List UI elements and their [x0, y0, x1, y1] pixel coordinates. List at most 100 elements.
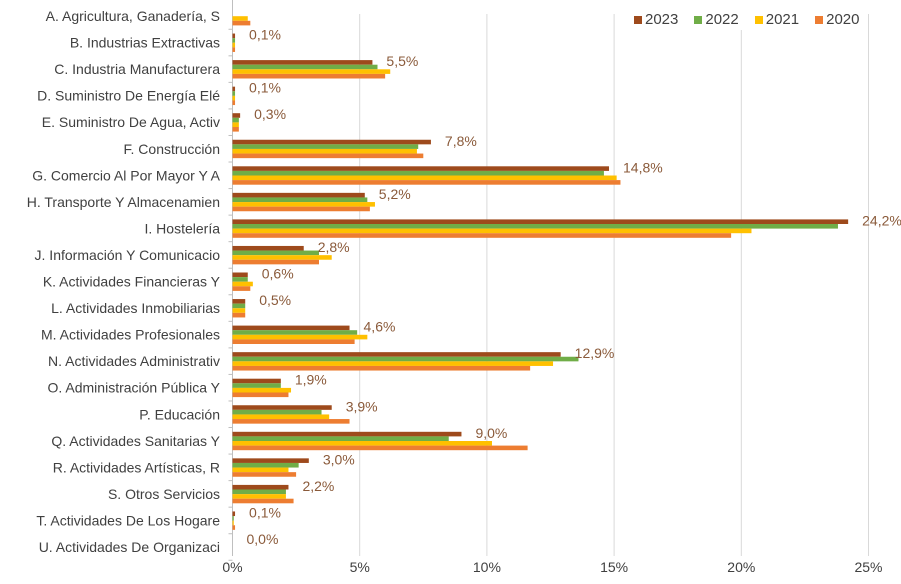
category-label: M. Actividades Profesionales [41, 327, 220, 343]
bar-2020 [232, 100, 236, 106]
bar-2023 [232, 458, 309, 463]
data-label: 0,0% [247, 531, 279, 547]
data-label: 7,8% [445, 133, 477, 149]
bar-2021 [232, 520, 234, 526]
category-label: T. Actividades De Los Hogare [36, 512, 220, 528]
bar-2022 [232, 489, 286, 495]
x-tick-label: 5% [350, 559, 370, 575]
category-label: C. Industria Manufacturera [54, 61, 220, 77]
category-label: U. Actividades De Organizaci [39, 539, 220, 555]
x-tick-label: 0% [222, 559, 242, 575]
bar-2022 [232, 383, 281, 388]
data-label: 14,8% [623, 159, 663, 175]
bar-2020 [232, 180, 621, 185]
data-label: 4,6% [364, 319, 396, 335]
data-label: 2,2% [302, 478, 334, 494]
bar-2020 [232, 312, 246, 318]
category-label: H. Transporte Y Almacenamien [27, 194, 220, 210]
bar-2023 [232, 272, 248, 278]
bar-2023 [232, 33, 236, 39]
bar-2020 [232, 20, 251, 26]
bar-2020 [232, 498, 294, 504]
category-label: K. Actividades Financieras Y [43, 274, 221, 290]
bar-2021 [232, 95, 236, 101]
category-label: B. Industrias Extractivas [70, 35, 220, 51]
data-label: 3,0% [323, 451, 355, 467]
bar-2020 [232, 525, 236, 530]
x-tick-label: 15% [600, 559, 628, 575]
bar-2023 [232, 299, 246, 304]
category-label: A. Agricultura, Ganadería, S [46, 8, 220, 24]
data-label: 1,9% [295, 372, 327, 388]
bar-2021 [232, 122, 239, 127]
category-label: R. Actividades Artísticas, R [53, 459, 220, 475]
category-label: L. Actividades Inmobiliarias [51, 300, 220, 316]
data-label: 0,6% [262, 266, 294, 282]
legend: 2023 2022 2021 2020 [630, 9, 864, 30]
bar-2022 [232, 224, 838, 229]
bar-2023 [232, 352, 561, 357]
data-label: 0,3% [254, 106, 286, 122]
bar-2021 [232, 494, 286, 499]
bar-2022 [232, 197, 368, 203]
bar-2022 [232, 250, 319, 256]
bar-2023 [232, 431, 462, 437]
data-label: 12,9% [575, 345, 615, 361]
bar-2022 [232, 436, 449, 441]
bar-2023 [232, 511, 236, 517]
bar-2023 [232, 86, 236, 92]
data-label: 5,2% [379, 186, 411, 202]
legend-item-2020: 2020 [815, 11, 860, 28]
bar-2021 [232, 361, 554, 366]
bar-2021 [232, 281, 253, 287]
category-label: I. Hostelería [145, 220, 221, 236]
bar-2020 [232, 286, 251, 291]
bar-2020 [232, 206, 370, 212]
bar-2021 [232, 414, 330, 420]
data-label: 3,9% [346, 398, 378, 414]
bar-2023 [232, 60, 373, 65]
category-label: O. Administración Pública Y [48, 380, 221, 396]
bar-2022 [232, 356, 579, 362]
legend-label: 2023 [645, 11, 679, 28]
bar-2021 [232, 16, 248, 21]
bar-2023 [232, 192, 365, 198]
legend-label: 2021 [765, 11, 800, 28]
legend-item-2022: 2022 [694, 11, 739, 28]
bar-2020 [232, 47, 236, 52]
category-label: S. Otros Servicios [108, 486, 220, 502]
data-label: 24,2% [862, 212, 901, 228]
bar-2021 [232, 228, 752, 234]
bar-2020 [232, 153, 424, 159]
legend-label: 2020 [826, 11, 860, 28]
x-tick-label: 10% [473, 559, 501, 575]
bar-2021 [232, 308, 246, 313]
bar-2022 [232, 409, 322, 415]
bar-2023 [232, 166, 610, 171]
bar-2022 [232, 516, 234, 521]
legend-swatch [694, 15, 703, 24]
bar-2021 [232, 202, 375, 207]
data-label: 0,1% [249, 80, 281, 96]
legend-swatch [815, 15, 824, 24]
bar-2021 [232, 334, 368, 340]
category-label: D. Suministro De Energía Elé [37, 88, 220, 104]
x-tick-label: 20% [727, 559, 755, 575]
bar-2021 [232, 387, 292, 393]
legend-label: 2022 [705, 11, 739, 28]
bar-2022 [232, 330, 358, 335]
bar-2023 [232, 139, 431, 145]
bar-2022 [232, 277, 248, 282]
category-label: Q. Actividades Sanitarias Y [51, 433, 220, 449]
bar-2022 [232, 64, 378, 70]
category-label: P. Educación [139, 406, 220, 422]
bar-2021 [232, 42, 236, 48]
bar-2020 [232, 127, 239, 132]
category-label: G. Comercio Al Por Mayor Y A [32, 167, 220, 183]
bar-2021 [232, 255, 332, 260]
bar-2020 [232, 233, 732, 238]
bar-2021 [232, 175, 617, 181]
data-label: 2,8% [318, 239, 350, 255]
bar-2023 [232, 245, 304, 251]
